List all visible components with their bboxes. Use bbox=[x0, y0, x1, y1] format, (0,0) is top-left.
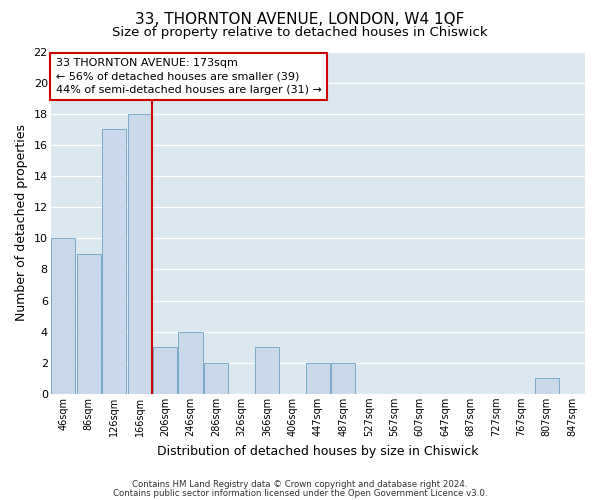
Bar bbox=[128, 114, 152, 394]
Bar bbox=[255, 347, 279, 394]
Bar bbox=[51, 238, 76, 394]
Bar bbox=[77, 254, 101, 394]
Bar bbox=[535, 378, 559, 394]
Text: Contains public sector information licensed under the Open Government Licence v3: Contains public sector information licen… bbox=[113, 488, 487, 498]
Bar bbox=[331, 363, 355, 394]
X-axis label: Distribution of detached houses by size in Chiswick: Distribution of detached houses by size … bbox=[157, 444, 479, 458]
Bar bbox=[306, 363, 330, 394]
Text: 33, THORNTON AVENUE, LONDON, W4 1QF: 33, THORNTON AVENUE, LONDON, W4 1QF bbox=[136, 12, 464, 28]
Text: Contains HM Land Registry data © Crown copyright and database right 2024.: Contains HM Land Registry data © Crown c… bbox=[132, 480, 468, 489]
Y-axis label: Number of detached properties: Number of detached properties bbox=[15, 124, 28, 321]
Bar bbox=[153, 347, 177, 394]
Text: 33 THORNTON AVENUE: 173sqm
← 56% of detached houses are smaller (39)
44% of semi: 33 THORNTON AVENUE: 173sqm ← 56% of deta… bbox=[56, 58, 322, 94]
Text: Size of property relative to detached houses in Chiswick: Size of property relative to detached ho… bbox=[112, 26, 488, 39]
Bar bbox=[178, 332, 203, 394]
Bar bbox=[204, 363, 228, 394]
Bar bbox=[102, 130, 126, 394]
